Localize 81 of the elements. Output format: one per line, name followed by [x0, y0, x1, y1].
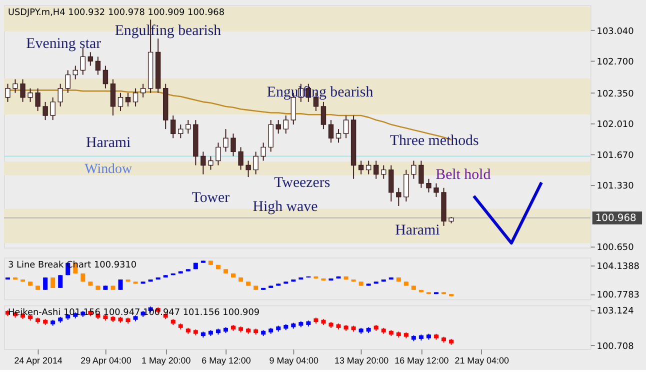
candlestick [170, 115, 176, 139]
y-tick-label: 102.700 [596, 58, 634, 68]
candlestick [58, 274, 63, 288]
candlestick [50, 96, 56, 121]
annotation: Three methods [390, 133, 479, 150]
candlestick [102, 65, 108, 89]
candlestick [283, 115, 288, 134]
candlestick [223, 128, 228, 152]
x-tick-label: 29 Apr 04:00 [80, 355, 132, 366]
y-tick-label: 102.350 [596, 89, 634, 100]
candlestick [411, 160, 416, 180]
candlestick [110, 78, 116, 116]
y-tick-label: 103.124 [596, 306, 634, 316]
annotation: Harami [395, 222, 440, 239]
candlestick [5, 83, 10, 102]
candlestick [118, 92, 124, 112]
candlestick [366, 160, 372, 175]
candlestick [208, 156, 214, 170]
candlestick [72, 65, 78, 80]
annotation: High wave [252, 198, 318, 215]
candlestick [238, 146, 244, 170]
candlestick [404, 169, 409, 202]
candlestick [336, 128, 342, 144]
y-tick-label: 100.708 [596, 342, 634, 352]
candlestick [373, 160, 379, 180]
candlestick [260, 142, 266, 162]
candlestick [426, 178, 432, 193]
candlestick [125, 92, 131, 107]
chart-title: USDJPY.m,H4 100.932 100.978 100.909 100.968 [8, 8, 225, 18]
candlestick [43, 276, 48, 290]
y-tick-label: 101.330 [596, 182, 634, 192]
x-tick-label: 24 Apr 2014 [14, 355, 62, 366]
candlestick [388, 164, 394, 202]
y-tick-label: 101.670 [596, 150, 634, 161]
annotation: Belt hold [436, 167, 492, 184]
x-tick-label: 16 May 12:00 [394, 355, 449, 366]
candlestick [28, 88, 33, 102]
candlestick [343, 115, 349, 139]
candlestick [178, 124, 184, 139]
candlestick [200, 151, 206, 175]
candlestick [246, 160, 251, 178]
y-tick-label: 100.650 [596, 243, 634, 254]
candlestick [381, 164, 386, 180]
candlestick [418, 160, 424, 188]
annotation: Harami [86, 135, 131, 152]
candlestick [88, 52, 94, 66]
y-tick-label: 103.040 [596, 26, 634, 37]
y-tick-label: 102.010 [596, 120, 634, 130]
candlestick [65, 70, 70, 94]
x-tick-label: 6 May 12:00 [202, 355, 251, 366]
candlestick [320, 101, 326, 130]
candlestick [276, 120, 281, 134]
annotation: Evening star [26, 36, 102, 52]
candlestick [20, 78, 26, 102]
candlestick [230, 133, 236, 157]
candlestick [358, 160, 364, 175]
candlestick [216, 142, 221, 166]
candlestick [140, 83, 146, 98]
candlestick [42, 101, 48, 121]
x-tick-label: 9 May 04:00 [269, 355, 319, 366]
ref-line-label: Window [84, 162, 132, 178]
candlestick [396, 187, 402, 206]
candlestick [95, 56, 101, 76]
candlestick [186, 120, 191, 134]
x-tick-label: 13 May 20:00 [334, 355, 389, 366]
candlestick [35, 88, 40, 112]
x-tick-label: 21 May 04:00 [454, 355, 509, 366]
annotation: Tower [192, 190, 230, 206]
candlestick [253, 151, 258, 175]
annotation: Tweezers [274, 174, 330, 191]
candlestick [434, 182, 439, 198]
candlestick [12, 78, 18, 94]
y-tick-label: 104.1388 [596, 262, 640, 272]
y-tick-label: 100.7783 [596, 290, 640, 301]
candlestick [80, 47, 86, 76]
ref-line-label: 100.968 [595, 212, 636, 224]
candlestick [328, 120, 334, 144]
candlestick [132, 88, 138, 107]
x-tick-label: 1 May 20:00 [142, 355, 191, 366]
candlestick [268, 120, 274, 152]
candlestick [58, 83, 63, 107]
